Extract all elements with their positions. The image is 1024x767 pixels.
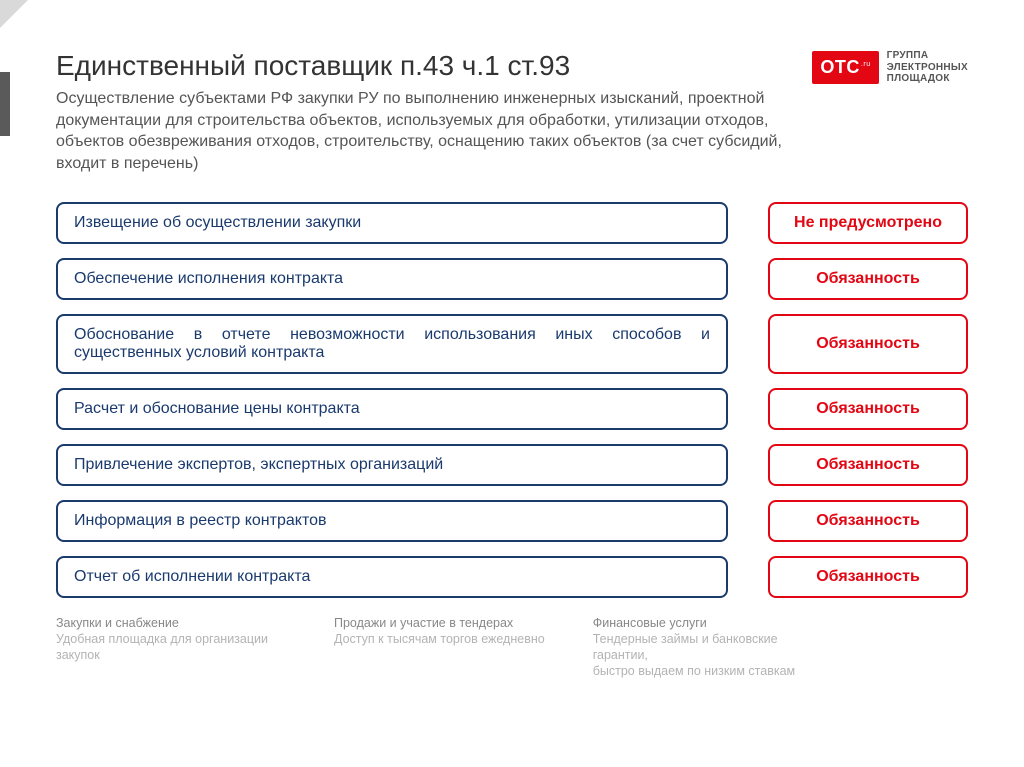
footer-col: Продажи и участие в тендерах Доступ к ты… [334,616,545,679]
table-row: Отчет об исполнении контракта Обязанност… [56,556,968,598]
page-title: Единственный поставщик п.43 ч.1 ст.93 [56,50,788,82]
table-row: Извещение об осуществлении закупки Не пр… [56,202,968,244]
logo-badge-text: OTC [820,57,860,77]
requirement-status: Обязанность [768,500,968,542]
footer-col-desc: Тендерные займы и банковские гарантии,бы… [593,632,823,679]
logo-badge-sub: .ru [861,61,871,68]
requirement-status: Обязанность [768,556,968,598]
footer-col: Финансовые услуги Тендерные займы и банк… [593,616,823,679]
requirement-label: Отчет об исполнении контракта [56,556,728,598]
side-tab-decoration [0,72,10,136]
header-row: Единственный поставщик п.43 ч.1 ст.93 Ос… [56,50,968,174]
logo: OTC.ru ГРУППАЭЛЕКТРОННЫХПЛОЩАДОК [812,50,968,85]
table-row: Обоснование в отчете невозможности испол… [56,314,968,374]
footer-col: Закупки и снабжение Удобная площадка для… [56,616,286,679]
table-row: Привлечение экспертов, экспертных органи… [56,444,968,486]
requirement-status: Обязанность [768,258,968,300]
logo-badge: OTC.ru [812,51,878,84]
corner-decoration [0,0,28,28]
requirement-status: Обязанность [768,314,968,374]
requirement-status: Обязанность [768,444,968,486]
table-row: Расчет и обоснование цены контракта Обяз… [56,388,968,430]
footer-col-title: Финансовые услуги [593,616,823,630]
requirement-label: Обоснование в отчете невозможности испол… [56,314,728,374]
page-content: Единственный поставщик п.43 ч.1 ст.93 Ос… [0,0,1024,679]
footer-col-title: Закупки и снабжение [56,616,286,630]
requirement-status: Обязанность [768,388,968,430]
requirement-label: Привлечение экспертов, экспертных органи… [56,444,728,486]
logo-text: ГРУППАЭЛЕКТРОННЫХПЛОЩАДОК [887,50,968,85]
page-subtitle: Осуществление субъектами РФ закупки РУ п… [56,88,788,174]
table-row: Обеспечение исполнения контракта Обязанн… [56,258,968,300]
requirement-label: Информация в реестр контрактов [56,500,728,542]
footer-col-title: Продажи и участие в тендерах [334,616,545,630]
requirement-label: Извещение об осуществлении закупки [56,202,728,244]
rows-container: Извещение об осуществлении закупки Не пр… [56,202,968,598]
title-block: Единственный поставщик п.43 ч.1 ст.93 Ос… [56,50,788,174]
requirement-label: Обеспечение исполнения контракта [56,258,728,300]
footer-col-desc: Удобная площадка для организации закупок [56,632,286,663]
table-row: Информация в реестр контрактов Обязаннос… [56,500,968,542]
requirement-label: Расчет и обоснование цены контракта [56,388,728,430]
footer: Закупки и снабжение Удобная площадка для… [56,616,968,679]
footer-col-desc: Доступ к тысячам торгов ежедневно [334,632,545,648]
requirement-status: Не предусмотрено [768,202,968,244]
